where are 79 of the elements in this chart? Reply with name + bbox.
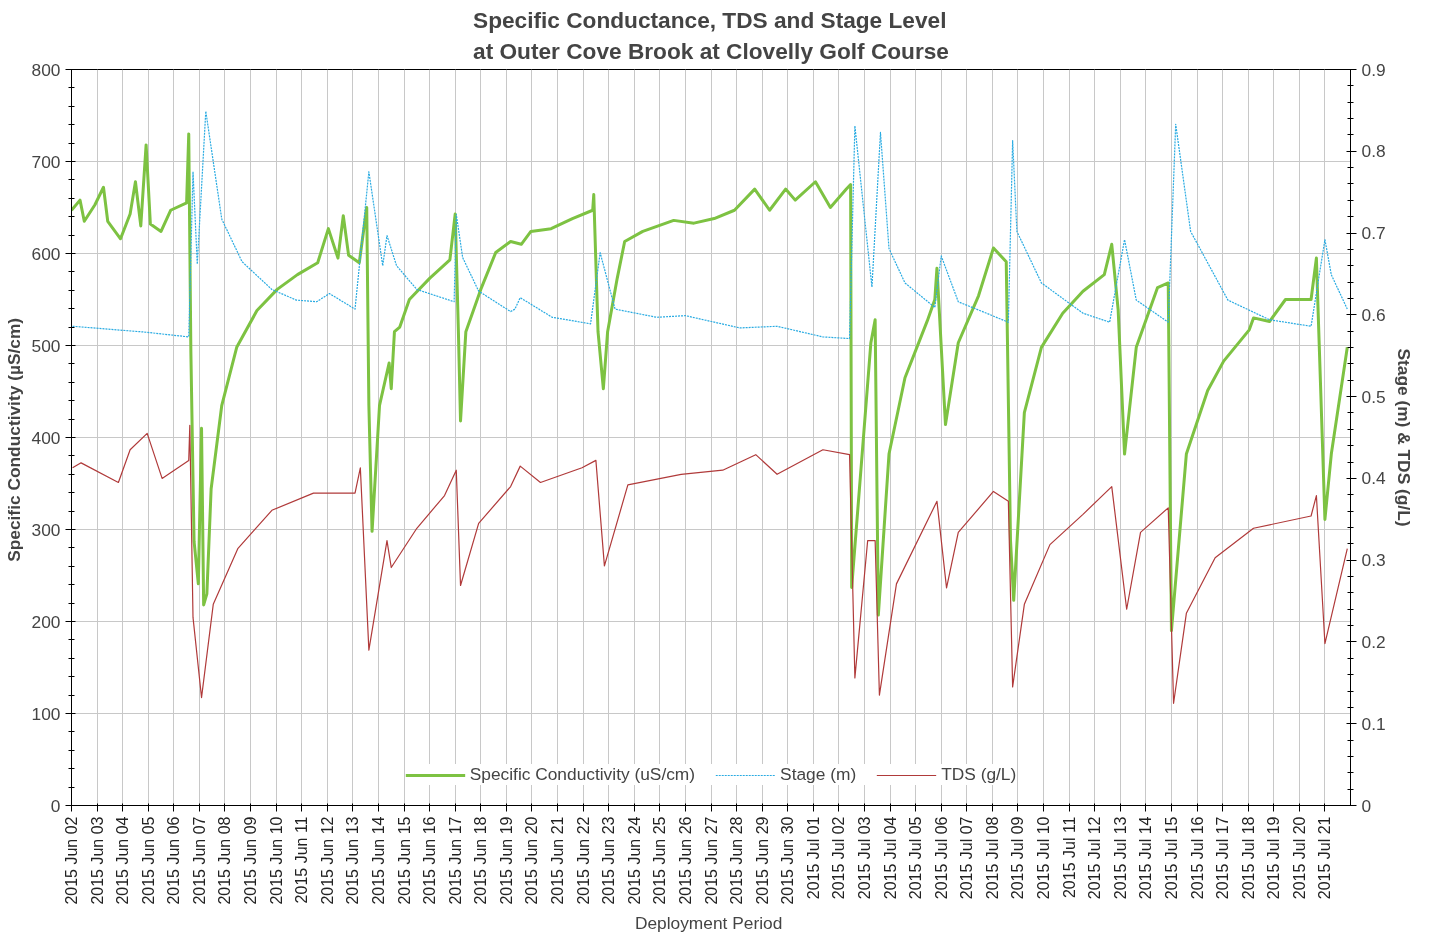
y2-tick-label: 0.3 bbox=[1361, 550, 1386, 571]
x-axis-title: Deployment Period bbox=[634, 912, 783, 933]
x-tick-label: 2015 Jul 10 bbox=[1035, 816, 1053, 900]
x-tick-label: 2015 Jun 19 bbox=[497, 816, 515, 905]
x-tick-label: 2015 Jun 13 bbox=[344, 816, 362, 905]
y-tick-label: 0 bbox=[50, 795, 61, 816]
y2-tick-label: 0.9 bbox=[1361, 59, 1386, 80]
x-tick-label: 2015 Jul 03 bbox=[855, 816, 873, 900]
x-tick-label: 2015 Jul 16 bbox=[1188, 816, 1206, 900]
x-tick-label: 2015 Jun 08 bbox=[216, 816, 234, 905]
line-series bbox=[71, 110, 1348, 340]
x-tick-label: 2015 Jul 06 bbox=[932, 816, 950, 900]
x-tick-label: 2015 Jun 15 bbox=[395, 816, 413, 905]
y-tick-label: 700 bbox=[31, 151, 61, 172]
y2-tick-label: 0 bbox=[1361, 795, 1372, 816]
x-tick-label: 2015 Jun 05 bbox=[139, 816, 157, 905]
legend-label: TDS (g/L) bbox=[941, 764, 1017, 785]
x-tick-label: 2015 Jul 08 bbox=[983, 816, 1001, 900]
x-tick-label: 2015 Jun 25 bbox=[651, 816, 669, 905]
x-tick-label: 2015 Jun 22 bbox=[574, 816, 592, 905]
x-tick-label: 2015 Jul 07 bbox=[958, 816, 976, 900]
y-tick-label: 200 bbox=[31, 611, 61, 632]
x-tick-label: 2015 Jun 26 bbox=[676, 816, 694, 905]
x-tick-label: 2015 Jul 15 bbox=[1162, 816, 1180, 900]
y-tick-label: 800 bbox=[31, 59, 61, 80]
y2-tick-label: 0.4 bbox=[1361, 468, 1386, 489]
x-tick-label: 2015 Jul 14 bbox=[1137, 816, 1155, 900]
x-tick-label: 2015 Jun 12 bbox=[318, 816, 336, 905]
x-tick-label: 2015 Jun 02 bbox=[63, 816, 80, 905]
x-tick-label: 2015 Jun 04 bbox=[114, 816, 132, 905]
x-tick-label: 2015 Jun 27 bbox=[702, 816, 720, 905]
x-tick-label: 2015 Jun 10 bbox=[267, 816, 285, 905]
x-tick-label: 2015 Jun 21 bbox=[549, 816, 567, 905]
legend-label: Stage (m) bbox=[780, 764, 857, 785]
x-tick-label: 2015 Jul 02 bbox=[830, 816, 848, 900]
x-tick-label: 2015 Jul 21 bbox=[1316, 816, 1334, 900]
x-tick-label: 2015 Jun 06 bbox=[165, 816, 183, 905]
y2-tick-label: 0.5 bbox=[1361, 386, 1386, 407]
x-tick-label: 2015 Jul 12 bbox=[1086, 816, 1104, 900]
y2-tick-label: 0.2 bbox=[1361, 631, 1386, 652]
x-tick-label: 2015 Jul 17 bbox=[1214, 816, 1232, 900]
y-axis-title: Specific Conductivity (µS/cm) bbox=[3, 317, 24, 562]
x-tick-label: 2015 Jun 29 bbox=[753, 816, 771, 905]
y-tick-label: 500 bbox=[31, 335, 61, 356]
y2-tick-label: 0.1 bbox=[1361, 713, 1386, 734]
y-tick-label: 100 bbox=[31, 703, 61, 724]
x-tick-label: 2015 Jun 09 bbox=[242, 816, 260, 905]
y2-tick-label: 0.6 bbox=[1361, 304, 1386, 325]
x-tick-label: 2015 Jun 28 bbox=[728, 816, 746, 905]
legend-label: Specific Conductivity (uS/cm) bbox=[469, 764, 696, 785]
x-tick-label: 2015 Jul 05 bbox=[907, 816, 925, 900]
x-tick-label: 2015 Jun 18 bbox=[472, 816, 490, 905]
x-tick-label: 2015 Jul 09 bbox=[1009, 816, 1027, 900]
x-tick-label: 2015 Jun 11 bbox=[293, 816, 311, 904]
line-series bbox=[71, 424, 1348, 704]
x-tick-label: 2015 Jul 11 bbox=[1060, 816, 1078, 899]
x-tick-label: 2015 Jun 24 bbox=[625, 816, 643, 905]
y2-axis-title: Stage (m) & TDS (g/L) bbox=[1393, 348, 1414, 527]
x-tick-label: 2015 Jul 13 bbox=[1111, 816, 1129, 900]
y-tick-label: 400 bbox=[31, 427, 61, 448]
y2-tick-label: 0.7 bbox=[1361, 223, 1386, 244]
x-tick-label: 2015 Jun 17 bbox=[446, 816, 464, 905]
x-tick-label: 2015 Jul 19 bbox=[1265, 816, 1283, 900]
x-tick-label: 2015 Jun 07 bbox=[190, 816, 208, 905]
x-tick-label: 2015 Jun 23 bbox=[600, 816, 618, 905]
x-tick-label: 2015 Jul 01 bbox=[804, 816, 822, 900]
x-tick-label: 2015 Jun 14 bbox=[369, 816, 387, 905]
x-tick-label: 2015 Jul 18 bbox=[1239, 816, 1257, 900]
x-tick-label: 2015 Jun 30 bbox=[779, 816, 797, 905]
y-tick-label: 300 bbox=[31, 519, 61, 540]
x-tick-label: 2015 Jun 20 bbox=[523, 816, 541, 905]
x-tick-label: 2015 Jul 04 bbox=[881, 816, 899, 900]
y-tick-label: 600 bbox=[31, 243, 61, 264]
line-series bbox=[71, 132, 1349, 633]
chart-title: Specific Conductance, TDS and Stage Level at Outer Cove Brook at Clovelly Golf Course bbox=[473, 7, 949, 65]
x-tick-label: 2015 Jun 03 bbox=[88, 816, 106, 905]
y2-tick-label: 0.8 bbox=[1361, 141, 1386, 162]
x-tick-label: 2015 Jul 20 bbox=[1290, 816, 1308, 900]
x-tick-label: 2015 Jun 16 bbox=[421, 816, 439, 905]
